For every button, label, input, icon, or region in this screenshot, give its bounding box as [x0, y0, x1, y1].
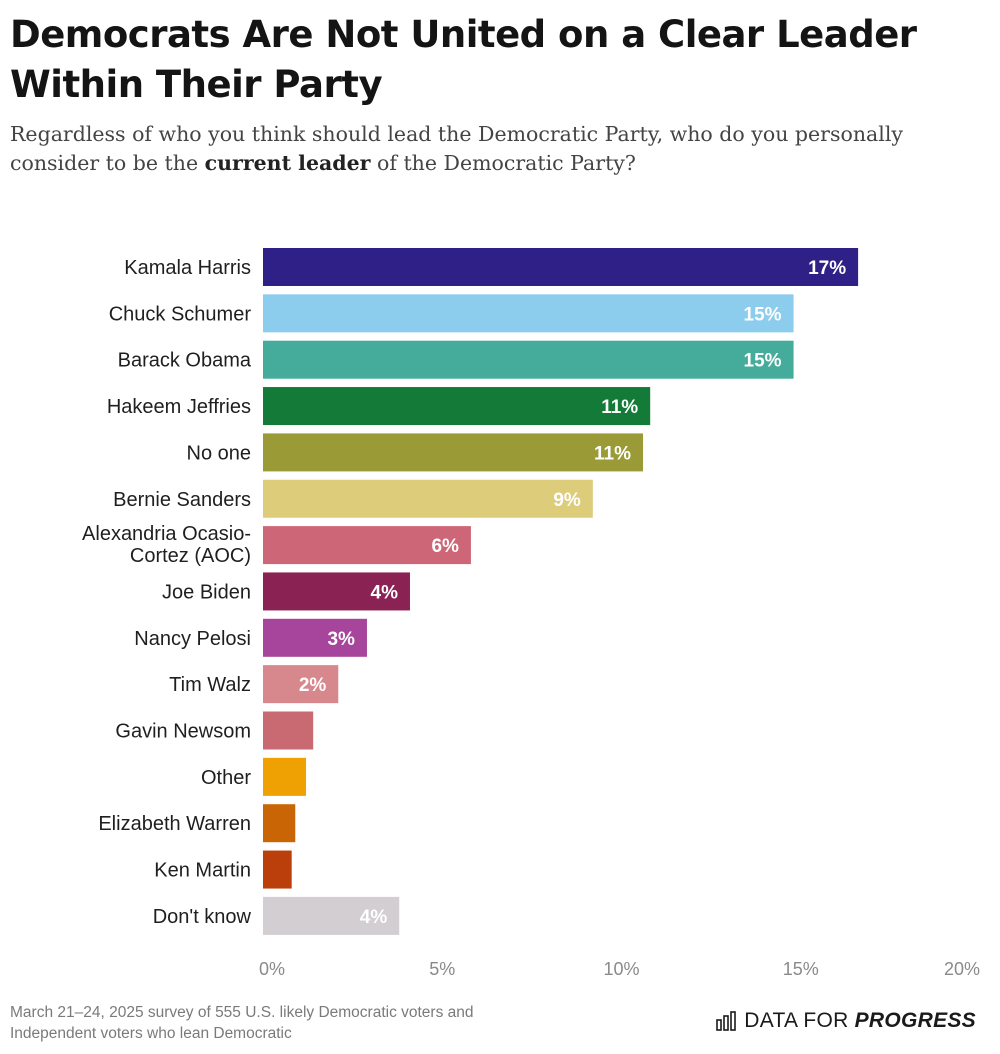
bar — [263, 248, 859, 286]
value-label: 6% — [431, 536, 459, 557]
x-tick-label: 20% — [944, 959, 980, 979]
category-label: Tim Walz — [169, 674, 251, 696]
bar — [263, 618, 367, 657]
category-label: Alexandria Ocasio-Cortez (AOC) — [82, 523, 251, 567]
brand-name-light: DATA FOR — [744, 1009, 849, 1032]
survey-footnote: March 21–24, 2025 survey of 555 U.S. lik… — [10, 1004, 474, 1042]
value-label: 11% — [594, 443, 631, 464]
subtitle-emphasis: current leader — [204, 151, 371, 175]
category-label: Joe Biden — [162, 581, 251, 603]
bar — [263, 850, 292, 889]
value-label: 11% — [601, 397, 638, 418]
value-label: 17% — [808, 258, 846, 279]
x-tick-label: 10% — [603, 959, 639, 979]
bar — [263, 479, 593, 518]
bar — [263, 526, 471, 565]
brand-logo: DATA FOR PROGRESS — [716, 1009, 976, 1033]
bar — [263, 572, 410, 611]
bar — [263, 387, 651, 426]
category-label: Don't know — [153, 906, 252, 928]
value-label: 3% — [327, 629, 355, 650]
bar — [263, 433, 644, 472]
x-tick-label: 5% — [429, 959, 455, 979]
category-label: Ken Martin — [154, 860, 251, 882]
value-label: 4% — [360, 907, 388, 928]
chart-subtitle: Regardless of who you think should lead … — [10, 120, 970, 178]
bar — [263, 340, 794, 379]
value-label: 2% — [299, 675, 327, 696]
value-label: 15% — [744, 304, 782, 325]
category-label: Chuck Schumer — [109, 303, 252, 325]
category-label: Other — [201, 767, 251, 789]
bar — [263, 896, 400, 935]
x-tick-label: 0% — [259, 959, 285, 979]
bar-chart-icon — [716, 1011, 737, 1031]
category-label: Elizabeth Warren — [98, 813, 251, 835]
chart-title: Democrats Are Not United on a Clear Lead… — [10, 13, 917, 106]
bar — [263, 757, 307, 796]
bar — [263, 711, 314, 750]
subtitle-text: Regardless of who you think should lead … — [10, 122, 903, 175]
category-label: Bernie Sanders — [113, 489, 251, 511]
bar — [263, 665, 339, 704]
bar-chart: Kamala Harris 17% Chuck Schumer 15% Barack O… — [82, 248, 980, 979]
bar — [263, 294, 794, 333]
category-label: Barack Obama — [118, 350, 252, 372]
subtitle-text-end: of the Democratic Party? — [370, 151, 636, 175]
category-label: Gavin Newsom — [115, 721, 251, 743]
category-label: Hakeem Jeffries — [107, 396, 251, 418]
value-label: 15% — [744, 351, 782, 372]
brand-name-bold: PROGRESS — [854, 1009, 976, 1032]
category-label: Nancy Pelosi — [134, 628, 251, 650]
x-tick-label: 15% — [783, 959, 819, 979]
bar — [263, 804, 296, 843]
category-label: Kamala Harris — [124, 257, 251, 279]
value-label: 4% — [371, 582, 399, 603]
category-label: No one — [187, 442, 252, 464]
value-label: 9% — [553, 490, 581, 511]
